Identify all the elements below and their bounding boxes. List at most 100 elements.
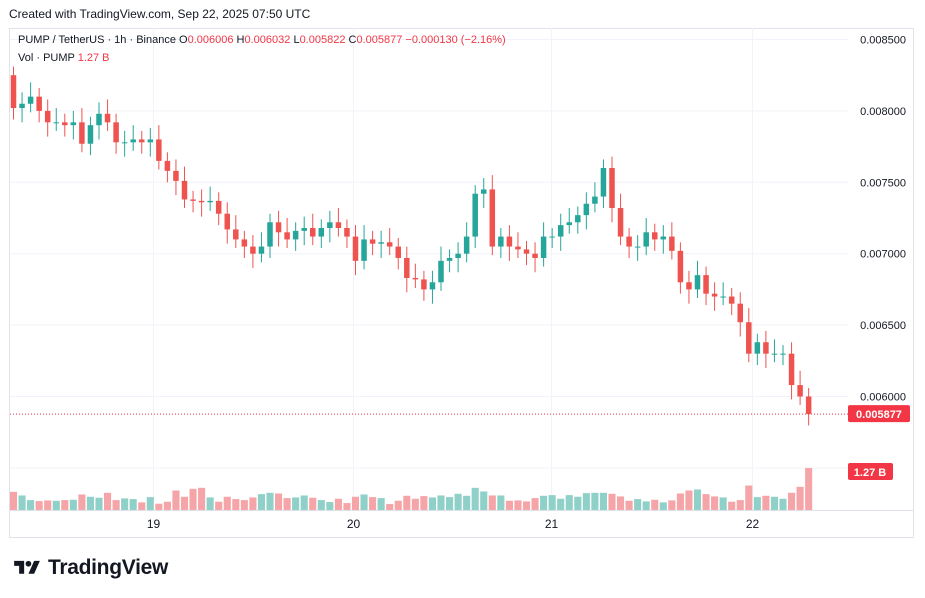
volume-bar <box>360 494 368 510</box>
volume-bar <box>403 495 411 510</box>
candle-body <box>335 222 342 228</box>
candle-body <box>164 160 171 171</box>
candle-body <box>181 180 188 200</box>
volume-bar <box>505 500 513 510</box>
volume-bar <box>471 487 479 510</box>
candle-body <box>754 342 761 354</box>
volume-bars <box>9 468 813 510</box>
volume-bar <box>69 499 77 510</box>
volume-bar <box>651 499 659 510</box>
candle-body <box>438 260 444 283</box>
volume-bar <box>146 497 154 510</box>
candle-body <box>386 242 393 247</box>
volume-label[interactable]: Vol · PUMP <box>18 52 75 64</box>
volume-legend: Vol · PUMP 1.27 B <box>18 52 110 64</box>
candle-body <box>250 246 256 254</box>
candle-body <box>532 253 538 258</box>
volume-bar <box>215 501 223 510</box>
volume-bar <box>232 499 240 510</box>
chart-frame[interactable] <box>9 28 914 538</box>
candle-body <box>763 342 769 354</box>
low-value: 0.005822 <box>299 34 346 46</box>
volume-bar <box>309 497 317 510</box>
candle-body <box>728 296 735 304</box>
candle-body <box>592 196 598 204</box>
tradingview-logo-icon <box>14 560 40 574</box>
candle-body <box>258 246 265 254</box>
high-value: 0.006032 <box>244 34 291 46</box>
candle-body <box>87 125 94 144</box>
volume-bar <box>668 500 676 510</box>
candle-body <box>498 236 504 247</box>
volume-bar <box>9 491 18 510</box>
candle-body <box>523 249 530 254</box>
candle-body <box>378 242 384 244</box>
volume-bar <box>275 493 283 510</box>
candle-body <box>771 353 778 355</box>
candle-body <box>62 122 68 126</box>
volume-bar <box>514 500 522 510</box>
candle-body <box>327 222 333 228</box>
open-label: O <box>179 34 188 46</box>
candle-body <box>395 246 401 258</box>
volume-bar <box>685 490 693 510</box>
candle-body <box>472 193 478 237</box>
candle-body <box>694 275 701 290</box>
candle-body <box>746 322 752 354</box>
candle-body <box>686 282 692 290</box>
volume-bar <box>565 495 573 510</box>
candle-body <box>549 236 555 238</box>
volume-bar <box>326 502 334 510</box>
tradingview-name: TradingView <box>48 556 169 579</box>
volume-bar <box>634 499 642 510</box>
candle-body <box>301 227 307 231</box>
candle-body <box>540 236 547 258</box>
candle-body <box>557 225 564 237</box>
candle-body <box>643 232 649 247</box>
candle-body <box>44 110 51 123</box>
candle-body <box>446 257 453 261</box>
volume-bar <box>129 499 137 510</box>
volume-bar <box>625 500 633 510</box>
x-tick-label: 20 <box>347 517 361 531</box>
volume-bar <box>454 493 462 510</box>
volume-bar <box>386 504 394 510</box>
volume-bar <box>95 497 103 510</box>
x-tick-label: 21 <box>545 517 559 531</box>
volume-value: 1.27 B <box>77 52 110 64</box>
volume-bar <box>788 492 796 510</box>
volume-bar <box>334 498 342 510</box>
axes: 0.008500 0.008000 0.007500 0.007000 0.006500… <box>10 35 914 531</box>
volume-bar <box>86 496 94 510</box>
candle-body <box>463 236 470 254</box>
volume-bar <box>531 498 539 510</box>
candle-body <box>79 122 85 144</box>
volume-bar <box>488 495 496 510</box>
volume-bar <box>437 495 445 510</box>
candle-body <box>634 246 641 248</box>
y-tick-label: 0.006500 <box>860 320 906 332</box>
candle-body <box>489 189 496 247</box>
volume-bar <box>582 493 590 510</box>
candle-body <box>10 75 17 109</box>
candle-body <box>797 385 803 397</box>
volume-bar <box>548 495 556 510</box>
candle-body <box>241 239 248 247</box>
candle-body <box>173 170 179 181</box>
symbol-label[interactable]: PUMP / TetherUS · 1h · Binance <box>18 34 176 46</box>
candle-body <box>369 239 376 244</box>
y-tick-label: 0.007500 <box>860 177 906 189</box>
volume-bar <box>591 492 599 510</box>
volume-bar <box>112 500 120 510</box>
y-tick-label: 0.007000 <box>860 249 906 261</box>
volume-bar <box>163 501 171 510</box>
volume-bar <box>796 486 804 510</box>
candle-body <box>361 239 367 261</box>
volume-bar <box>317 500 325 510</box>
candle-body <box>156 139 162 161</box>
tradingview-brand[interactable]: TradingView <box>12 556 168 580</box>
volume-bar <box>480 491 488 510</box>
candle-body <box>275 222 282 233</box>
candle-body <box>190 199 196 201</box>
